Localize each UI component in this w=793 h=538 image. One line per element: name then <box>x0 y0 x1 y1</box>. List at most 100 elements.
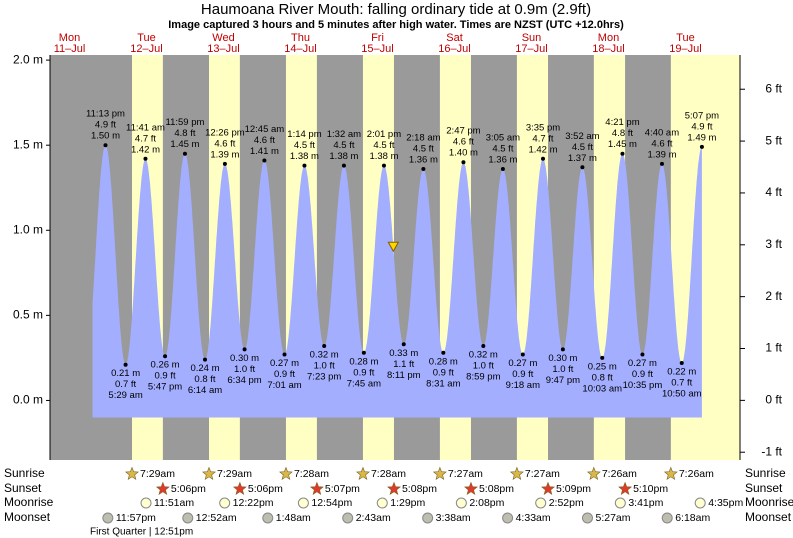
extreme-time: 1:32 am <box>327 129 361 140</box>
day-date: 12–Jul <box>130 43 162 55</box>
extreme-m: 1.45 m <box>170 139 199 150</box>
sunset-icon <box>309 481 324 495</box>
extreme-m: 1.38 m <box>369 151 398 162</box>
extreme-time: 6:34 pm <box>227 375 261 386</box>
extreme-m: 0.25 m <box>588 361 617 372</box>
row-time: 11:51am <box>154 497 194 509</box>
row-label-right: Sunrise <box>745 466 786 480</box>
extreme-time: 3:05 am <box>486 133 520 144</box>
row-time: 6:18am <box>675 512 710 524</box>
extreme-ft: 4.6 ft <box>651 138 672 149</box>
extreme-ft: 0.9 ft <box>632 369 653 380</box>
extreme-ft: 0.9 ft <box>512 369 533 380</box>
moonset-icon <box>581 512 593 524</box>
sunrise-icon <box>125 466 139 480</box>
extreme-m: 0.27 m <box>508 358 537 369</box>
sunrise-icon <box>509 466 524 480</box>
sunset-icon <box>232 481 247 495</box>
y2-tick-label: 6 ft <box>765 81 782 95</box>
extreme-m: 0.30 m <box>548 353 577 364</box>
sunrise-icon <box>663 466 678 480</box>
extreme-time: 9:18 am <box>506 380 540 391</box>
tide-extreme <box>699 144 704 149</box>
tide-extreme <box>103 143 108 148</box>
extreme-m: 1.40 m <box>449 148 478 159</box>
tide-extreme <box>242 347 247 352</box>
extreme-ft: 4.7 ft <box>135 133 156 144</box>
tide-extreme <box>659 161 664 166</box>
moon-phase: First Quarter | 12:51pm <box>90 527 193 538</box>
sunset-icon <box>464 481 478 495</box>
tide-extreme <box>540 156 545 161</box>
extreme-time: 3:35 pm <box>526 122 560 133</box>
day-date: 15–Jul <box>361 43 393 55</box>
row-time: 7:29am <box>140 468 175 480</box>
sunset-icon <box>541 481 555 495</box>
row-time: 5:09pm <box>556 483 591 495</box>
day-name: Mon <box>59 32 80 44</box>
extreme-time: 6:14 am <box>188 385 222 396</box>
extreme-ft: 4.9 ft <box>95 120 116 131</box>
row-label-right: Moonset <box>745 510 792 524</box>
moonrise-icon <box>219 497 231 509</box>
extreme-m: 1.41 m <box>250 146 279 157</box>
tide-extreme <box>560 347 565 352</box>
tide-extreme <box>182 151 187 156</box>
moonset-icon <box>422 512 434 524</box>
extreme-ft: 0.7 ft <box>671 378 692 389</box>
extreme-time: 5:07 pm <box>685 110 719 121</box>
extreme-m: 1.39 m <box>210 149 239 160</box>
row-time: 5:08pm <box>402 483 437 495</box>
day-date: 11–Jul <box>54 43 86 55</box>
extreme-ft: 0.9 ft <box>433 367 454 378</box>
extreme-m: 0.27 m <box>270 358 299 369</box>
tide-extreme <box>202 357 207 362</box>
extreme-m: 1.50 m <box>91 131 120 142</box>
y-tick-label: 0.5 m <box>13 308 43 322</box>
tide-extreme <box>520 352 525 357</box>
extreme-time: 3:52 am <box>565 131 599 142</box>
tide-extreme <box>600 355 605 360</box>
extreme-m: 1.39 m <box>647 149 676 160</box>
tide-extreme <box>580 165 585 170</box>
extreme-ft: 4.5 ft <box>333 140 354 151</box>
y2-tick-label: 2 ft <box>765 289 782 303</box>
extreme-ft: 4.5 ft <box>373 140 394 151</box>
row-label: Sunset <box>4 481 42 495</box>
extreme-time: 5:47 pm <box>148 382 182 393</box>
moonrise-icon <box>694 497 706 509</box>
row-time: 7:27am <box>525 468 560 480</box>
extreme-ft: 1.0 ft <box>314 361 335 372</box>
row-time: 5:27am <box>595 512 630 524</box>
extreme-time: 9:47 pm <box>546 375 580 386</box>
row-time: 7:28am <box>371 468 406 480</box>
tide-extreme <box>620 151 625 156</box>
extreme-m: 0.27 m <box>628 358 657 369</box>
extreme-m: 1.45 m <box>608 139 637 150</box>
y2-tick-label: 0 ft <box>765 393 782 407</box>
row-time: 5:06pm <box>171 483 206 495</box>
extreme-time: 10:35 pm <box>623 380 663 391</box>
row-label: Moonset <box>4 510 51 524</box>
row-label: Moonrise <box>4 495 54 509</box>
row-time: 5:07pm <box>325 483 360 495</box>
extreme-time: 8:31 am <box>426 378 460 389</box>
extreme-m: 0.28 m <box>349 356 378 367</box>
extreme-time: 7:23 pm <box>307 372 341 383</box>
moonrise-icon <box>455 497 467 509</box>
day-name: Wed <box>212 32 234 44</box>
tide-extreme <box>222 161 227 166</box>
tide-extreme <box>381 163 386 168</box>
row-time: 1:48am <box>276 512 311 524</box>
extreme-m: 0.28 m <box>429 356 458 367</box>
extreme-m: 0.32 m <box>469 350 498 361</box>
moonrise-icon <box>140 497 152 509</box>
extreme-ft: 4.8 ft <box>612 128 633 139</box>
moonset-icon <box>661 512 673 524</box>
row-time: 3:41pm <box>628 497 663 509</box>
tide-extreme <box>401 342 406 347</box>
extreme-ft: 0.9 ft <box>154 371 175 382</box>
y2-tick-label: -1 ft <box>761 444 782 458</box>
